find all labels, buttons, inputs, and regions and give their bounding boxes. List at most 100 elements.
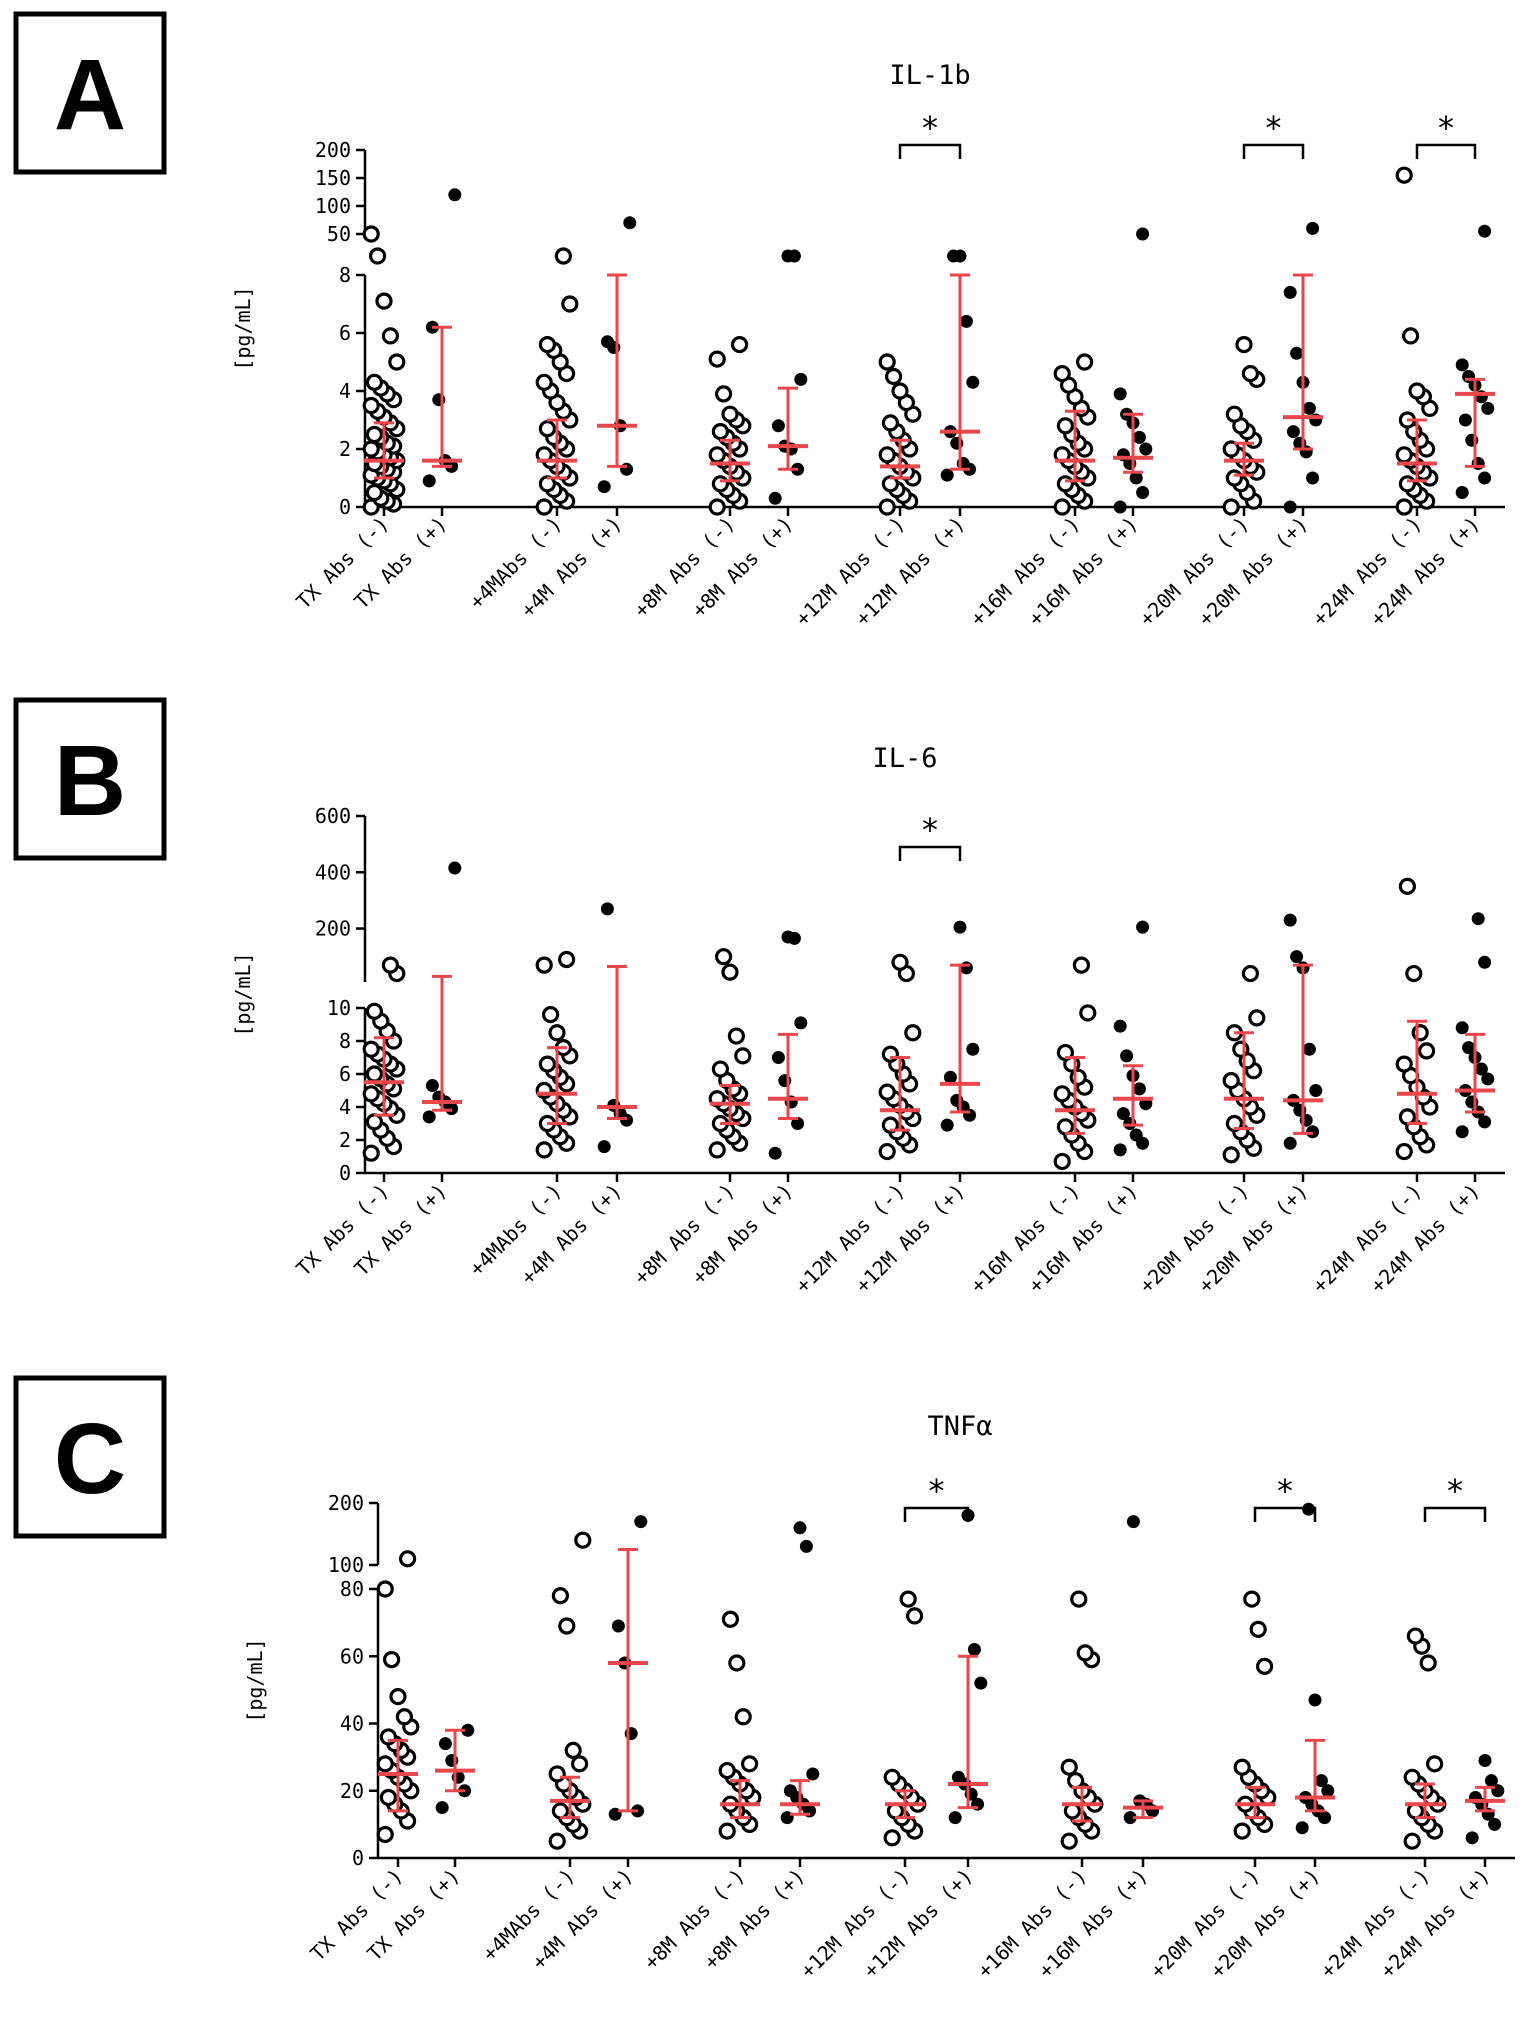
data-point-filled	[974, 1676, 988, 1690]
data-point-open	[365, 373, 383, 391]
y-tick-label: 10	[327, 996, 351, 1020]
category-label: +8M Abs (+)	[687, 512, 798, 623]
data-point-filled	[940, 468, 954, 482]
significance-star: *	[1447, 1472, 1463, 1510]
significance-star: *	[1266, 109, 1282, 147]
data-point-open	[1395, 498, 1413, 516]
data-point-open	[362, 225, 380, 243]
significance-bracket	[1415, 143, 1477, 159]
significance-star: *	[922, 109, 938, 147]
data-point-filled	[1290, 346, 1304, 360]
data-point-open	[381, 956, 399, 974]
data-point-filled	[1478, 955, 1492, 969]
data-point-filled	[768, 1146, 782, 1160]
data-point-filled	[422, 474, 436, 488]
significance-star: *	[1277, 1472, 1293, 1510]
data-point-filled	[1283, 500, 1297, 514]
data-point-filled	[794, 372, 808, 386]
data-point-open	[379, 1728, 397, 1746]
category-label: +20M Abs (+)	[1193, 1179, 1312, 1298]
data-point-open	[561, 295, 579, 313]
y-tick-label: 80	[340, 1577, 364, 1601]
chart-title: TNFα	[927, 1411, 992, 1442]
data-point-filled	[1113, 387, 1127, 401]
y-tick-label: 0	[339, 1161, 351, 1185]
y-tick-label: 200	[315, 138, 351, 162]
data-point-filled	[953, 920, 967, 934]
data-point-filled	[1295, 1821, 1309, 1835]
data-point-filled	[1126, 1515, 1140, 1529]
data-point-filled	[1488, 1817, 1502, 1831]
data-point-filled	[793, 1521, 807, 1535]
data-point-filled	[1455, 1125, 1469, 1139]
y-tick-label: 0	[352, 1846, 364, 1870]
data-point-filled	[1302, 1042, 1316, 1056]
y-tick-label: 20	[340, 1779, 364, 1803]
panel-letter-box	[13, 697, 167, 861]
data-point-open	[389, 1687, 407, 1706]
category-label: +8M Abs (-)	[629, 1179, 740, 1290]
data-point-open	[362, 396, 380, 415]
significance-bracket	[1242, 143, 1305, 159]
data-point-filled	[461, 1723, 475, 1737]
significance-star: *	[922, 811, 938, 849]
data-point-open	[1222, 1146, 1240, 1164]
data-point-open	[1405, 964, 1423, 983]
data-point-filled	[1136, 227, 1150, 241]
data-point-open	[734, 1708, 752, 1726]
data-point-open	[369, 247, 387, 265]
data-point-filled	[448, 188, 462, 202]
data-point-open	[564, 1741, 582, 1760]
category-label: +8M Abs (-)	[639, 1864, 750, 1975]
data-point-filled	[940, 1118, 954, 1132]
data-point-open	[365, 425, 383, 444]
y-tick-label: 6	[339, 321, 351, 345]
data-point-filled	[1286, 425, 1300, 439]
data-point-filled	[1129, 471, 1143, 485]
data-point-open	[1233, 1822, 1251, 1840]
significance-bracket	[898, 845, 962, 861]
data-point-open	[714, 948, 733, 966]
data-point-filled	[794, 1016, 808, 1030]
panel-letter: A	[54, 39, 126, 151]
data-point-open	[718, 1761, 736, 1780]
data-point-open	[1401, 327, 1420, 345]
significance-bracket	[903, 1506, 970, 1522]
data-point-open	[365, 1065, 383, 1083]
data-point-open	[548, 1832, 566, 1850]
category-label: +16M Abs (+)	[1033, 1864, 1152, 1983]
data-point-open	[1419, 1654, 1437, 1672]
data-point-open	[878, 498, 896, 516]
category-label: +20M Abs (+)	[1193, 512, 1312, 631]
data-point-open	[1056, 417, 1075, 435]
data-point-open	[554, 247, 573, 265]
data-point-open	[878, 446, 896, 464]
data-point-filled	[1116, 1107, 1130, 1121]
data-point-open	[1222, 1071, 1240, 1090]
data-point-open	[1398, 877, 1417, 895]
significance-bracket	[898, 143, 962, 159]
data-point-filled	[1465, 1831, 1479, 1845]
data-point-open	[1248, 1009, 1266, 1027]
data-point-filled	[600, 335, 614, 349]
data-point-filled	[1306, 1125, 1320, 1139]
data-point-open	[727, 1027, 746, 1045]
data-point-open	[538, 420, 557, 438]
data-point-open	[551, 1587, 570, 1605]
y-tick-label: 50	[327, 222, 351, 246]
data-point-open	[535, 956, 553, 974]
data-point-filled	[1309, 1084, 1323, 1097]
data-point-filled	[1484, 1774, 1498, 1788]
data-point-open	[376, 1580, 394, 1598]
data-point-filled	[435, 1801, 449, 1815]
data-point-open	[1060, 1832, 1078, 1850]
data-point-open	[1395, 446, 1413, 464]
data-point-open	[714, 385, 733, 403]
data-point-open	[1232, 1040, 1250, 1058]
data-point-open	[883, 1829, 901, 1847]
data-point-open	[1417, 1042, 1436, 1060]
data-point-open	[558, 1617, 576, 1635]
data-point-filled	[1481, 1072, 1495, 1086]
data-point-filled	[1306, 221, 1320, 235]
data-point-filled	[783, 1784, 797, 1798]
